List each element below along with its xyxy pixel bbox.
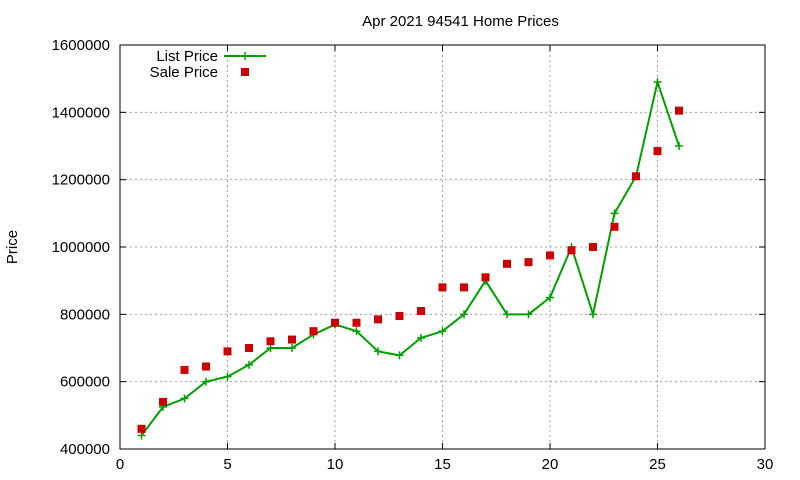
data-point: [395, 351, 404, 360]
y-axis-label: Price: [4, 230, 21, 264]
x-tick-label: 15: [434, 456, 451, 473]
x-tick-label: 30: [757, 456, 774, 473]
data-point: [546, 251, 554, 260]
data-point: [245, 344, 253, 352]
grid: [120, 45, 765, 449]
data-point: [223, 372, 232, 381]
series: [137, 78, 683, 440]
legend-marker: [241, 68, 249, 76]
y-tick-label: 1400000: [52, 104, 110, 121]
data-point: [245, 360, 253, 369]
data-point: [266, 337, 275, 346]
y-tick-label: 400000: [60, 441, 110, 458]
data-point: [567, 246, 576, 255]
data-point: [589, 310, 597, 319]
x-tick-label: 25: [649, 456, 666, 473]
data-point: [374, 315, 382, 324]
series-sale-price: [137, 106, 683, 433]
data-point: [202, 377, 210, 386]
data-point: [460, 283, 468, 292]
data-point: [675, 106, 683, 115]
data-point: [589, 243, 597, 251]
data-point: [632, 172, 640, 181]
x-tick-label: 5: [223, 456, 231, 473]
legend-label: Sale Price: [150, 64, 218, 81]
x-tick-label: 0: [116, 456, 124, 473]
data-point: [266, 344, 275, 352]
data-point: [159, 397, 167, 406]
chart-title: Apr 2021 94541 Home Prices: [362, 13, 559, 30]
data-point: [180, 394, 189, 403]
data-point: [180, 365, 189, 374]
data-point: [395, 312, 404, 321]
data-point: [331, 318, 339, 327]
data-point: [438, 327, 447, 336]
data-point: [309, 327, 318, 336]
legend-marker: [241, 52, 249, 60]
legend-label: List Price: [156, 48, 218, 65]
data-point: [288, 344, 296, 352]
data-point: [137, 431, 146, 440]
data-point: [288, 335, 296, 344]
series-line: [140, 78, 680, 437]
data-point: [653, 147, 662, 156]
y-tick-label: 800000: [60, 306, 110, 323]
data-point: [352, 327, 361, 336]
data-point: [610, 222, 619, 231]
x-tick-label: 20: [542, 456, 559, 473]
data-point: [223, 347, 232, 356]
data-point: [524, 310, 533, 319]
y-tick-label: 600000: [60, 374, 110, 391]
data-point: [352, 318, 361, 327]
data-point: [503, 259, 511, 268]
data-point: [481, 273, 490, 282]
legend-entry: Sale Price: [150, 64, 249, 81]
data-point: [546, 293, 554, 302]
data-point: [524, 258, 533, 267]
legend-entry: List Price: [156, 48, 266, 65]
data-point: [137, 424, 146, 433]
y-tick-label: 1200000: [52, 172, 110, 189]
data-point: [417, 306, 425, 315]
data-point: [653, 78, 662, 87]
y-tick-label: 1000000: [52, 239, 110, 256]
y-tick-label: 1600000: [52, 37, 110, 54]
data-point: [675, 142, 683, 150]
data-point: [417, 333, 425, 342]
data-point: [460, 310, 468, 319]
data-point: [202, 362, 210, 371]
data-point: [503, 310, 511, 319]
axis-ticks: 0 5 10 15 20 25 30 400000 600000 800000 1000000 120…: [52, 37, 774, 473]
data-point: [438, 283, 447, 292]
series-list-price: [137, 78, 683, 440]
data-point: [610, 209, 619, 218]
data-point: [374, 347, 382, 356]
x-tick-label: 10: [327, 456, 344, 473]
